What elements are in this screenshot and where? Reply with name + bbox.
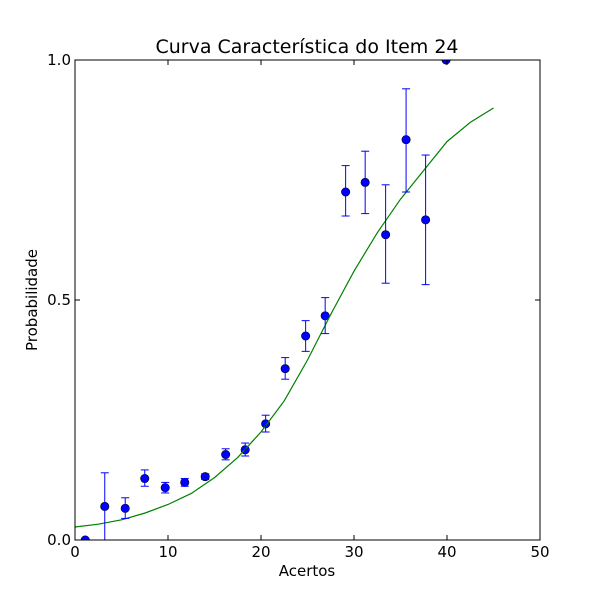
plot-frame [74, 59, 541, 541]
y-tick-label: 0.0 [47, 531, 71, 549]
fit-curve-line [75, 107, 494, 528]
chart-title: Curva Característica do Item 24 [155, 36, 458, 58]
axis-ticks: 0 10 20 30 40 50 0.0 0.5 1.0 [47, 51, 549, 561]
y-tick-label: 1.0 [47, 51, 71, 69]
y-axis-label: Probabilidade [23, 249, 41, 351]
x-tick-label: 30 [344, 543, 363, 561]
data-point-18 [441, 60, 451, 65]
x-axis-label: Acertos [279, 562, 336, 580]
x-tick-label: 40 [437, 543, 456, 561]
x-tick-label: 0 [70, 543, 80, 561]
x-tick-label: 20 [251, 543, 270, 561]
x-tick-label: 50 [530, 543, 549, 561]
x-tick-label: 10 [158, 543, 177, 561]
plot-area [75, 60, 494, 541]
y-tick-label: 0.5 [47, 291, 71, 309]
